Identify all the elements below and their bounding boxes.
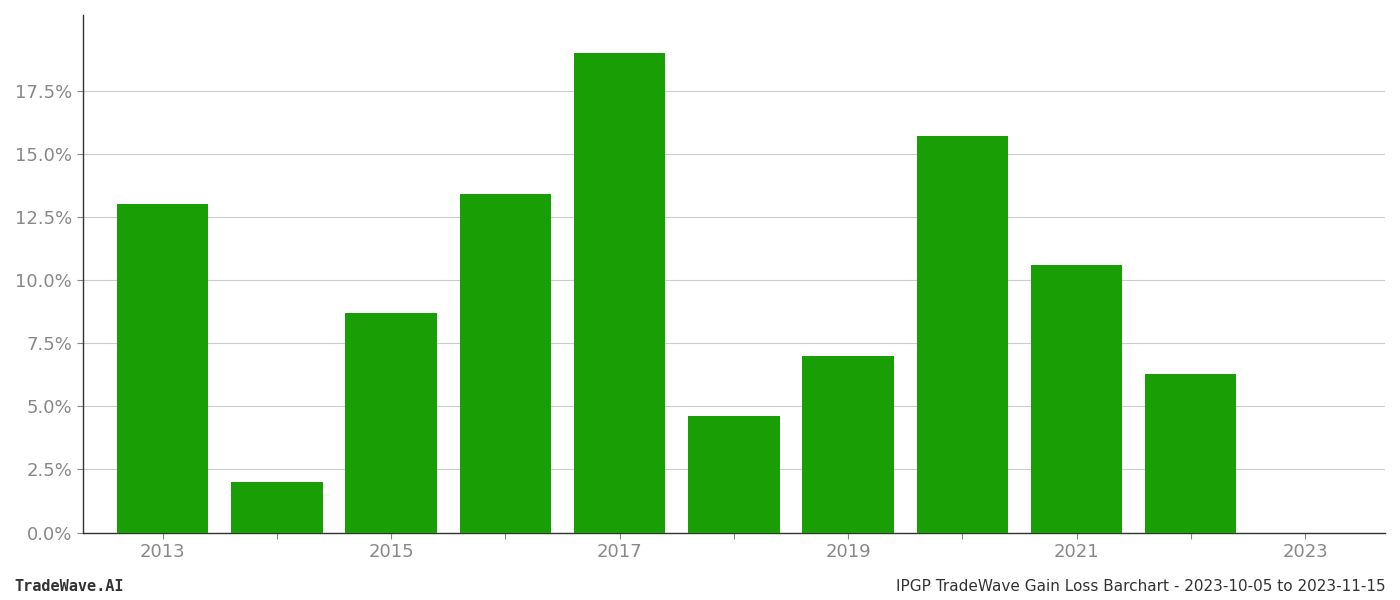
Bar: [802, 356, 893, 533]
Bar: [689, 416, 780, 533]
Bar: [1030, 265, 1123, 533]
Bar: [346, 313, 437, 533]
Bar: [231, 482, 322, 533]
Text: TradeWave.AI: TradeWave.AI: [14, 579, 123, 594]
Bar: [574, 53, 665, 533]
Bar: [459, 194, 552, 533]
Text: IPGP TradeWave Gain Loss Barchart - 2023-10-05 to 2023-11-15: IPGP TradeWave Gain Loss Barchart - 2023…: [896, 579, 1386, 594]
Bar: [1145, 374, 1236, 533]
Bar: [917, 136, 1008, 533]
Bar: [118, 205, 209, 533]
